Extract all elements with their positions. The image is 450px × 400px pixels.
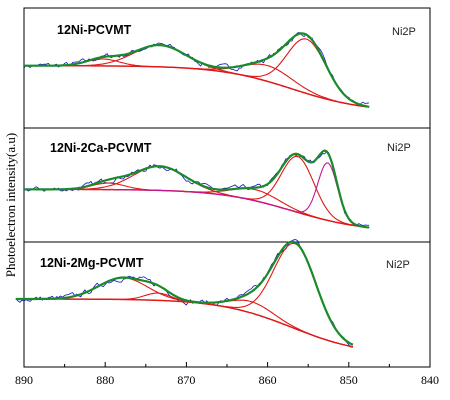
panel-tag: Ni2P xyxy=(386,259,410,271)
component-peak-2 xyxy=(24,165,370,229)
background-line xyxy=(24,65,370,108)
x-tick-label: 840 xyxy=(421,373,439,387)
panel-1: 12Ni-PCVMT Ni2P xyxy=(23,7,431,129)
x-tick-label: 880 xyxy=(96,373,114,387)
fitted-envelope-line xyxy=(15,240,354,346)
panel-tag: Ni2P xyxy=(387,142,411,154)
panel-title: 12Ni-2Ca-PCVMT xyxy=(50,141,152,155)
fitted-envelope-line xyxy=(24,32,370,108)
panel-3: 12Ni-2Mg-PCVMT Ni2P xyxy=(15,239,431,368)
fitted-envelope-line xyxy=(24,149,370,229)
background-line xyxy=(24,188,370,229)
panel-title: 12Ni-PCVMT xyxy=(57,23,132,37)
y-axis-label: Photoelectron intensity(a.u) xyxy=(3,133,18,277)
x-tick-label: 890 xyxy=(15,373,33,387)
x-tick-label: 860 xyxy=(259,373,277,387)
panel-title: 12Ni-2Mg-PCVMT xyxy=(40,256,144,270)
component-peak-4 xyxy=(24,38,370,108)
component-peak-1 xyxy=(15,277,354,348)
component-peak-2 xyxy=(24,44,370,108)
component-peak-3 xyxy=(24,63,370,108)
component-peak-3 xyxy=(15,298,354,348)
raw-spectrum-line xyxy=(15,239,353,348)
x-axis: 890 880 870 860 850 840 xyxy=(15,362,439,387)
panel-2: 12Ni-2Ca-PCVMT Ni2P xyxy=(23,127,431,243)
x-tick-label: 850 xyxy=(340,373,358,387)
component-peak-5 xyxy=(24,162,370,229)
x-tick-label: 870 xyxy=(177,373,195,387)
component-peak-3 xyxy=(24,187,370,229)
background-line xyxy=(15,298,354,348)
panel-tag: Ni2P xyxy=(392,26,416,38)
